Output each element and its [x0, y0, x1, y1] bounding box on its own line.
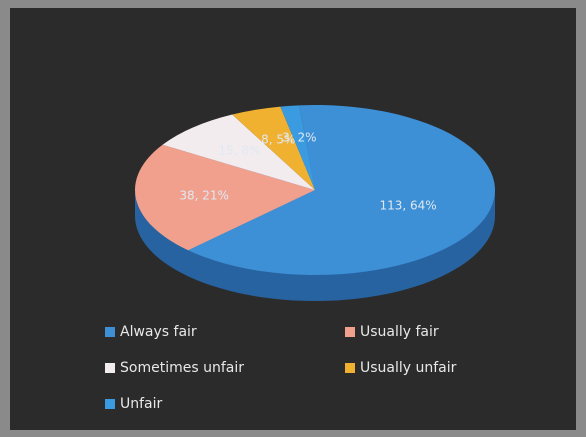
legend-swatch [105, 327, 115, 337]
legend-swatch [345, 363, 355, 373]
legend-swatch [105, 363, 115, 373]
pie-slice [162, 114, 315, 190]
pie-slice [232, 106, 315, 190]
legend-label: Usually fair [360, 324, 439, 340]
data-label: 15, 8% [218, 144, 260, 158]
legend-label: Always fair [120, 324, 197, 340]
data-label: 8, 5% [261, 133, 295, 147]
data-label: 113, 64% [379, 198, 436, 212]
data-label: 38, 21% [179, 188, 229, 202]
legend-swatch [105, 399, 115, 409]
data-label: 3, 2% [282, 130, 316, 144]
legend-swatch [345, 327, 355, 337]
pie-slice [188, 105, 496, 275]
legend-label: Sometimes unfair [120, 360, 244, 376]
pie-slice [134, 144, 315, 251]
legend-label: Usually unfair [360, 360, 457, 376]
legend-label: Unfair [120, 396, 163, 412]
pie-slice [280, 105, 315, 190]
